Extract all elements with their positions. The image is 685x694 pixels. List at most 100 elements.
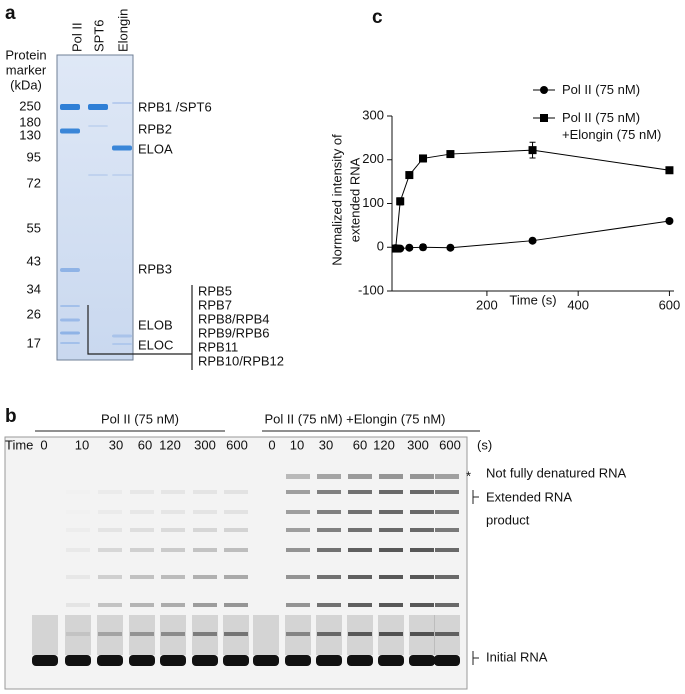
gel-band [66, 603, 90, 607]
gel-band [224, 575, 248, 579]
gel-band [112, 174, 132, 176]
annotation: product [486, 512, 530, 527]
gel-smear [253, 615, 279, 655]
x-tick-label: 200 [476, 297, 498, 312]
time-label: 30 [109, 437, 123, 452]
gel-band [60, 342, 80, 344]
gel-band [317, 474, 341, 479]
legend-text: Pol II (75 nM) +Elongin (75 nM) [562, 110, 662, 142]
annotation: Initial RNA [486, 649, 548, 664]
bracket-label: RPB5 [198, 283, 232, 298]
gel-band [112, 102, 132, 104]
marker-title: (kDa) [10, 77, 42, 92]
gel-band [410, 474, 434, 479]
gel-band [435, 603, 459, 607]
time-unit: (s) [477, 437, 492, 452]
gel-band [317, 528, 341, 532]
gel-band [316, 655, 342, 666]
gel-band [379, 603, 403, 607]
gel-band [348, 474, 372, 479]
gel-band [224, 528, 248, 532]
gel-band [286, 510, 310, 514]
gel-band [60, 331, 80, 335]
gel-band [130, 603, 154, 607]
gel-band [130, 510, 154, 514]
gel-band [348, 632, 372, 636]
gel-band [130, 490, 154, 494]
gel-band [66, 528, 90, 532]
gel-band [98, 603, 122, 607]
data-point [405, 171, 414, 180]
gel-band [317, 510, 341, 514]
gel-band [379, 528, 403, 532]
gel-band [410, 603, 434, 607]
gel-band [98, 575, 122, 579]
gel-band [161, 575, 185, 579]
annotation-tick [472, 490, 479, 665]
data-point [446, 243, 455, 252]
band-label: RPB1 /SPT6 [138, 99, 212, 114]
gel-band [98, 528, 122, 532]
gel-band [317, 490, 341, 494]
time-label: 0 [268, 437, 275, 452]
time-label: 600 [226, 437, 248, 452]
bracket-label: RPB11 [198, 339, 238, 354]
marker-label: 34 [27, 281, 41, 296]
gel-band [193, 603, 217, 607]
gel-band [253, 655, 279, 666]
gel-band [286, 575, 310, 579]
marker-label: 26 [27, 306, 41, 321]
gel-band [88, 174, 108, 176]
gel-band [129, 655, 155, 666]
gel-band [410, 510, 434, 514]
gel-band [32, 655, 58, 666]
gel-band [286, 548, 310, 552]
gel-band [435, 632, 459, 636]
y-tick-label: -100 [358, 282, 384, 297]
line [395, 149, 670, 249]
gel-a [56, 54, 134, 361]
gel-band [193, 510, 217, 514]
legend-entry: Pol II (75 nM) +Elongin (75 nM) [562, 110, 662, 142]
gel-band [435, 548, 459, 552]
annotation: Not fully denatured RNA [486, 465, 627, 480]
panel-label: c [372, 7, 383, 28]
time-label: 120 [373, 437, 395, 452]
legend-text: Pol II (75 nM) [562, 82, 641, 97]
gel-band [98, 490, 122, 494]
band-label: ELOB [138, 317, 173, 332]
gel-band [130, 632, 154, 636]
gel-band [160, 655, 186, 666]
gel-band [130, 528, 154, 532]
time-label: 10 [290, 437, 304, 452]
time-label: 60 [138, 437, 152, 452]
gel-band [317, 632, 341, 636]
gel-band [224, 548, 248, 552]
gel-band [98, 632, 122, 636]
gel-band [161, 528, 185, 532]
gel-band [435, 510, 459, 514]
gel-b-bands [32, 474, 460, 666]
time-label: 0 [40, 437, 47, 452]
gel-band [65, 655, 91, 666]
gel-smear [65, 615, 91, 655]
gel-band [286, 474, 310, 479]
gel-band [379, 548, 403, 552]
gel-band [317, 575, 341, 579]
gel-band [435, 528, 459, 532]
marker-label: 250 [19, 98, 41, 113]
gel-band [286, 632, 310, 636]
time-label: 10 [75, 437, 89, 452]
gel-band [410, 632, 434, 636]
group-label: Pol II (75 nM) +Elongin (75 nM) [265, 411, 446, 426]
star: * [466, 468, 471, 483]
gel-band [409, 655, 435, 666]
x-tick-label: 400 [567, 297, 589, 312]
marker-label: 55 [27, 220, 41, 235]
gel-band [286, 490, 310, 494]
time-label: 30 [319, 437, 333, 452]
annotation: Extended RNA [486, 489, 572, 504]
gel-band [88, 104, 108, 110]
gel-band [112, 343, 132, 345]
